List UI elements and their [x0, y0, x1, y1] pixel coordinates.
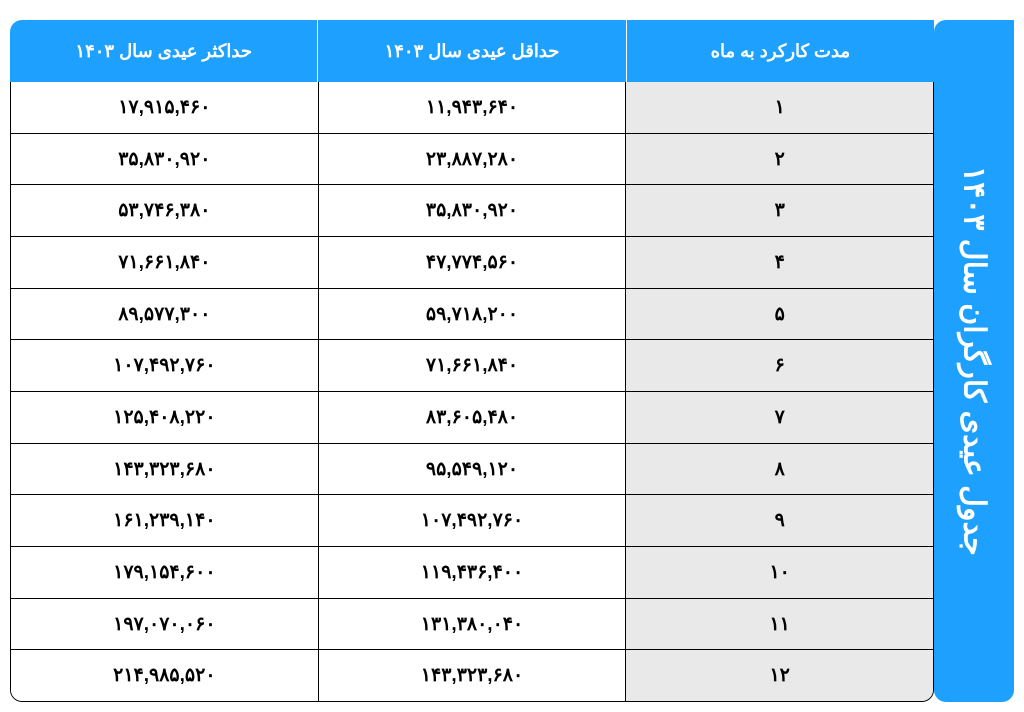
side-title: جدول عیدی کارگران سال ۱۴۰۳ — [934, 20, 1014, 702]
table-header-row: مدت کارکرد به ماه حداقل عیدی سال ۱۴۰۳ حد… — [10, 20, 934, 82]
cell-max: ۲۱۴,۹۸۵,۵۲۰ — [11, 650, 318, 701]
cell-max: ۱۲۵,۴۰۸,۲۲۰ — [11, 392, 318, 443]
table-row: ۴۴۷,۷۷۴,۵۶۰۷۱,۶۶۱,۸۴۰ — [11, 237, 933, 289]
cell-max: ۱۷۹,۱۵۴,۶۰۰ — [11, 547, 318, 598]
cell-max: ۱۶۱,۲۳۹,۱۴۰ — [11, 495, 318, 546]
table-row: ۱۲۱۴۳,۳۲۳,۶۸۰۲۱۴,۹۸۵,۵۲۰ — [11, 650, 933, 701]
table-row: ۶۷۱,۶۶۱,۸۴۰۱۰۷,۴۹۲,۷۶۰ — [11, 340, 933, 392]
cell-min: ۳۵,۸۳۰,۹۲۰ — [318, 185, 626, 236]
cell-month: ۴ — [625, 237, 933, 288]
cell-month: ۱۰ — [625, 547, 933, 598]
table-row: ۱۱۱۳۱,۳۸۰,۰۴۰۱۹۷,۰۷۰,۰۶۰ — [11, 599, 933, 651]
cell-min: ۸۳,۶۰۵,۴۸۰ — [318, 392, 626, 443]
cell-min: ۱۱۹,۴۳۶,۴۰۰ — [318, 547, 626, 598]
table-row: ۱۱۱,۹۴۳,۶۴۰۱۷,۹۱۵,۴۶۰ — [11, 82, 933, 134]
table-row: ۵۵۹,۷۱۸,۲۰۰۸۹,۵۷۷,۳۰۰ — [11, 289, 933, 341]
cell-max: ۱۹۷,۰۷۰,۰۶۰ — [11, 599, 318, 650]
table-row: ۱۰۱۱۹,۴۳۶,۴۰۰۱۷۹,۱۵۴,۶۰۰ — [11, 547, 933, 599]
cell-min: ۴۷,۷۷۴,۵۶۰ — [318, 237, 626, 288]
col-header-months: مدت کارکرد به ماه — [626, 20, 934, 82]
cell-month: ۱ — [625, 82, 933, 133]
cell-min: ۱۳۱,۳۸۰,۰۴۰ — [318, 599, 626, 650]
cell-month: ۶ — [625, 340, 933, 391]
table-row: ۳۳۵,۸۳۰,۹۲۰۵۳,۷۴۶,۳۸۰ — [11, 185, 933, 237]
cell-max: ۷۱,۶۶۱,۸۴۰ — [11, 237, 318, 288]
table-row: ۲۲۳,۸۸۷,۲۸۰۳۵,۸۳۰,۹۲۰ — [11, 134, 933, 186]
cell-month: ۵ — [625, 289, 933, 340]
col-header-min: حداقل عیدی سال ۱۴۰۳ — [317, 20, 625, 82]
cell-max: ۸۹,۵۷۷,۳۰۰ — [11, 289, 318, 340]
table-row: ۹۱۰۷,۴۹۲,۷۶۰۱۶۱,۲۳۹,۱۴۰ — [11, 495, 933, 547]
cell-min: ۲۳,۸۸۷,۲۸۰ — [318, 134, 626, 185]
cell-min: ۱۴۳,۳۲۳,۶۸۰ — [318, 650, 626, 701]
cell-month: ۷ — [625, 392, 933, 443]
bonus-table: مدت کارکرد به ماه حداقل عیدی سال ۱۴۰۳ حد… — [10, 20, 934, 702]
cell-max: ۱۷,۹۱۵,۴۶۰ — [11, 82, 318, 133]
cell-min: ۱۱,۹۴۳,۶۴۰ — [318, 82, 626, 133]
table-body: ۱۱۱,۹۴۳,۶۴۰۱۷,۹۱۵,۴۶۰۲۲۳,۸۸۷,۲۸۰۳۵,۸۳۰,۹… — [10, 82, 934, 702]
cell-max: ۳۵,۸۳۰,۹۲۰ — [11, 134, 318, 185]
col-header-max: حداکثر عیدی سال ۱۴۰۳ — [10, 20, 317, 82]
table-row: ۷۸۳,۶۰۵,۴۸۰۱۲۵,۴۰۸,۲۲۰ — [11, 392, 933, 444]
table-row: ۸۹۵,۵۴۹,۱۲۰۱۴۳,۳۲۳,۶۸۰ — [11, 444, 933, 496]
cell-max: ۱۰۷,۴۹۲,۷۶۰ — [11, 340, 318, 391]
cell-min: ۹۵,۵۴۹,۱۲۰ — [318, 444, 626, 495]
cell-min: ۵۹,۷۱۸,۲۰۰ — [318, 289, 626, 340]
cell-month: ۱۱ — [625, 599, 933, 650]
cell-max: ۵۳,۷۴۶,۳۸۰ — [11, 185, 318, 236]
cell-month: ۸ — [625, 444, 933, 495]
cell-min: ۱۰۷,۴۹۲,۷۶۰ — [318, 495, 626, 546]
cell-min: ۷۱,۶۶۱,۸۴۰ — [318, 340, 626, 391]
cell-month: ۹ — [625, 495, 933, 546]
cell-max: ۱۴۳,۳۲۳,۶۸۰ — [11, 444, 318, 495]
cell-month: ۱۲ — [625, 650, 933, 701]
cell-month: ۳ — [625, 185, 933, 236]
cell-month: ۲ — [625, 134, 933, 185]
